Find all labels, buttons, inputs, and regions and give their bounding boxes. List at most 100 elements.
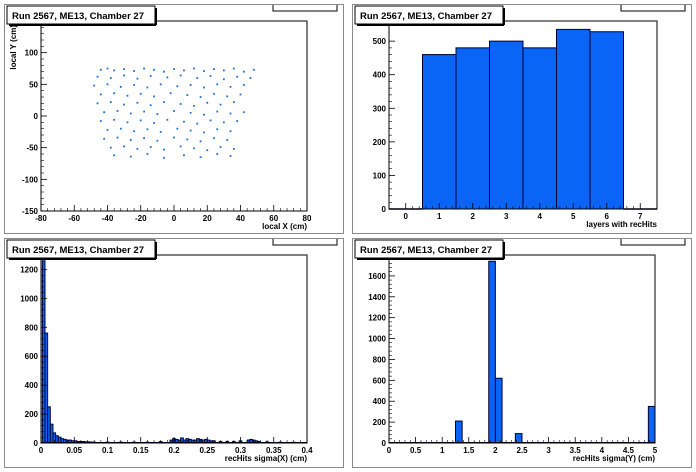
y-axis-label: local Y (cm)	[9, 25, 18, 70]
data-point	[229, 85, 232, 88]
x-tick-label: 40	[236, 214, 245, 223]
data-point	[103, 111, 106, 114]
data-point	[193, 147, 195, 150]
data-point	[106, 67, 109, 70]
pad-local-xy: -80-60-40-20020406080-150-100-5005010015…	[4, 4, 344, 234]
data-point	[179, 103, 182, 105]
histogram-bar	[488, 260, 496, 444]
data-point	[133, 70, 135, 72]
y-tick-label: 200	[373, 418, 387, 427]
y-tick-label: 0	[34, 112, 39, 121]
data-point	[232, 148, 235, 150]
x-axis-label: recHits sigma(Y) (cm)	[573, 454, 656, 463]
data-point	[139, 92, 142, 95]
data-point	[163, 148, 165, 151]
data-point	[166, 118, 169, 121]
x-tick-label: 0.2	[168, 446, 180, 455]
x-tick-label: -80	[35, 214, 47, 223]
data-point	[189, 111, 192, 114]
data-point	[106, 129, 109, 131]
data-point	[173, 110, 175, 112]
data-point	[99, 68, 102, 71]
histogram-bar	[494, 377, 503, 444]
data-point	[146, 86, 149, 89]
chart-title: Run 2567, ME13, Chamber 27	[12, 245, 144, 256]
histogram-bar	[489, 40, 524, 210]
x-tick-label: 3	[504, 212, 509, 221]
data-point	[126, 94, 129, 97]
data-point	[136, 101, 139, 104]
y-tick-label: 1200	[20, 265, 38, 274]
data-point	[213, 92, 215, 95]
data-point	[203, 131, 205, 134]
y-tick-label: 600	[25, 352, 39, 361]
y-tick-label: 100	[373, 171, 387, 180]
chart-svg: 0 1 2 3 4 5 6 7 0 100 200 300 400 500 layers with recH…	[354, 5, 686, 229]
data-point	[189, 84, 192, 86]
x-axis-label: local X (cm)	[262, 222, 307, 231]
x-tick-label: 0	[172, 214, 177, 223]
data-point	[222, 121, 225, 124]
x-tick-label: 5	[571, 212, 576, 221]
x-tick-label: 5	[653, 446, 658, 455]
data-point	[123, 145, 126, 148]
data-point	[239, 93, 242, 96]
data-point	[213, 137, 215, 140]
data-point	[153, 68, 155, 71]
pad-rechits-sigma-y: 0 0.5 1 1.5 2 2.5 3 3.5 4 4.5 5 0 200 400 600 800 1000 12…	[352, 238, 692, 468]
data-point	[203, 70, 205, 72]
data-point	[139, 119, 142, 122]
data-point	[216, 153, 219, 155]
data-point	[219, 146, 222, 148]
y-tick-label: 1400	[368, 293, 386, 302]
data-point	[103, 137, 106, 140]
x-tick-label: 1	[440, 446, 445, 455]
x-tick-label: 0.4	[301, 446, 313, 455]
y-tick-label: 200	[373, 138, 387, 147]
data-point	[179, 74, 182, 77]
data-point	[252, 68, 255, 71]
data-point	[136, 148, 139, 150]
data-point	[133, 84, 135, 86]
data-point	[203, 86, 205, 89]
data-point	[129, 139, 132, 141]
pad-rechits-sigma-x: 0 0.05 0.1 0.15 0.2 0.25 0.3 0.35 0.4 0 200 400 600 8…	[4, 238, 344, 468]
y-tick-label: 100	[25, 49, 39, 58]
y-tick-label: -100	[22, 175, 39, 184]
x-tick-label: 7	[638, 212, 643, 221]
y-tick-label: 1000	[368, 335, 386, 344]
x-tick-label: 80	[303, 214, 312, 223]
data-point	[206, 149, 209, 152]
data-point	[99, 93, 102, 96]
data-point	[99, 120, 102, 122]
plot-frame	[40, 254, 308, 444]
stats-box	[620, 239, 686, 246]
y-tick-label: 600	[373, 376, 387, 385]
x-axis-label: layers with recHits	[586, 220, 657, 229]
x-tick-label: 3	[546, 446, 551, 455]
data-point	[216, 83, 219, 86]
x-axis-label: recHits sigma(X) (cm)	[225, 454, 308, 463]
x-tick-label: 6	[605, 212, 610, 221]
y-tick-label: 1000	[20, 294, 38, 303]
data-point	[123, 68, 126, 71]
data-point	[146, 153, 149, 155]
y-tick-label: 200	[25, 410, 39, 419]
x-tick-label: 0.3	[235, 446, 247, 455]
data-point	[236, 120, 239, 122]
y-tick-label: 50	[29, 80, 38, 89]
data-point	[109, 146, 112, 149]
data-point	[129, 155, 132, 158]
y-tick-label: -150	[22, 207, 39, 216]
data-point	[236, 75, 239, 78]
data-point	[206, 101, 209, 104]
data-point	[106, 83, 109, 86]
data-point	[136, 77, 139, 80]
data-point	[156, 139, 159, 142]
data-point	[203, 113, 205, 116]
plot-frame	[388, 254, 656, 444]
chart-title: Run 2567, ME13, Chamber 27	[360, 245, 492, 256]
y-tick-label: 400	[373, 71, 387, 80]
data-point	[96, 102, 99, 105]
data-point	[183, 120, 185, 123]
